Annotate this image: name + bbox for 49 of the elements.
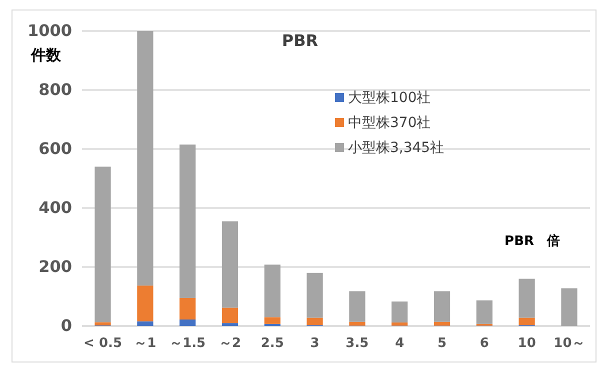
bar <box>222 308 238 324</box>
y-axis-title: 件数 <box>30 46 62 64</box>
bar <box>222 221 238 308</box>
legend-label: 小型株3,345社 <box>348 140 444 156</box>
bar <box>392 302 408 322</box>
y-tick-label: 600 <box>38 139 72 158</box>
y-tick-label: 0 <box>60 316 72 336</box>
x-tick-label: 4 <box>395 336 404 352</box>
bar <box>264 317 280 324</box>
x-tick-label: ～1 <box>134 336 156 352</box>
bar <box>306 272 323 318</box>
x-axis-title: PBR 倍 <box>504 233 560 249</box>
x-tick-label: 6 <box>480 336 489 352</box>
bar <box>137 286 154 322</box>
x-tick-label: 3 <box>310 336 320 352</box>
y-tick-label: 200 <box>38 257 72 276</box>
bar <box>94 166 111 322</box>
bar <box>137 31 154 286</box>
bar <box>222 323 238 326</box>
legend-label: 中型株370社 <box>348 115 431 131</box>
bar <box>518 318 535 326</box>
x-tick-label: 10 <box>518 336 536 352</box>
bar <box>518 278 535 318</box>
bar <box>180 298 196 320</box>
bar <box>476 300 492 324</box>
bar <box>137 321 154 326</box>
y-tick-label: 800 <box>38 80 72 100</box>
bar <box>349 322 366 326</box>
legend-label: 大型株100社 <box>348 90 431 106</box>
bar <box>94 322 111 326</box>
chart-title: PBR <box>282 31 318 50</box>
x-tick-label: < 0.5 <box>84 336 122 352</box>
bar <box>180 320 196 326</box>
x-tick-label: ～1.5 <box>170 336 206 352</box>
x-tick-label: 3.5 <box>346 336 369 352</box>
x-tick-label: 5 <box>437 336 447 352</box>
x-tick-label: ～2 <box>218 336 242 352</box>
bar <box>180 144 196 298</box>
y-tick-label: 400 <box>38 198 72 218</box>
bar <box>434 291 450 322</box>
bar <box>349 291 366 322</box>
bar <box>306 318 323 326</box>
y-tick-label: 1000 <box>27 21 72 40</box>
bar <box>434 322 450 326</box>
x-tick-label: 2.5 <box>260 336 284 352</box>
bar <box>561 288 578 326</box>
bar <box>392 322 408 326</box>
x-tick-label: 10～ <box>554 336 585 352</box>
bar <box>264 264 280 318</box>
